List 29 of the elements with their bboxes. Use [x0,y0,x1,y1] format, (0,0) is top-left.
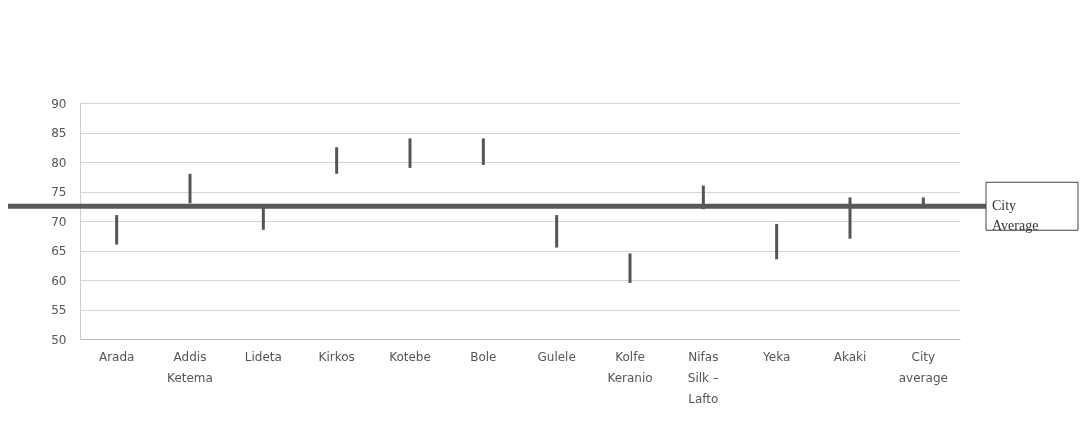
y-tick-label: 90 [51,96,67,111]
x-tick-label: City average [898,349,948,385]
bar [408,138,412,168]
x-tick-label: Arada [98,349,135,364]
x-tick-label: Kirkos [318,349,355,364]
y-tick-label: 60 [51,273,67,288]
x-tick-label: Nifas Silk – Lafto [687,349,719,406]
x-tick-label: Gulele [537,349,576,364]
bar [115,215,119,245]
bar [555,215,559,248]
y-tick-label: 65 [51,244,67,258]
x-tick-label: Yeka [762,349,791,364]
y-tick-label: 55 [51,303,67,317]
bar [775,223,779,260]
bar [481,138,485,165]
y-tick-label: 85 [51,126,67,140]
x-tick-label: Bole [470,349,497,364]
bar [335,147,339,174]
ref-line-label: City Average [992,198,1039,234]
y-tick-label: 70 [51,214,67,229]
bar [628,253,632,283]
x-tick-label: Akaki [833,349,867,364]
x-tick-label: Lideta [244,349,282,364]
x-tick-label: Kotebe [389,349,431,364]
y-tick-label: 80 [51,155,67,170]
x-tick-label: Kolfe Keranio [607,349,653,385]
x-tick-label: Addis Ketema [167,349,213,385]
y-tick-label: 50 [51,332,67,347]
y-tick-label: 75 [51,185,67,199]
